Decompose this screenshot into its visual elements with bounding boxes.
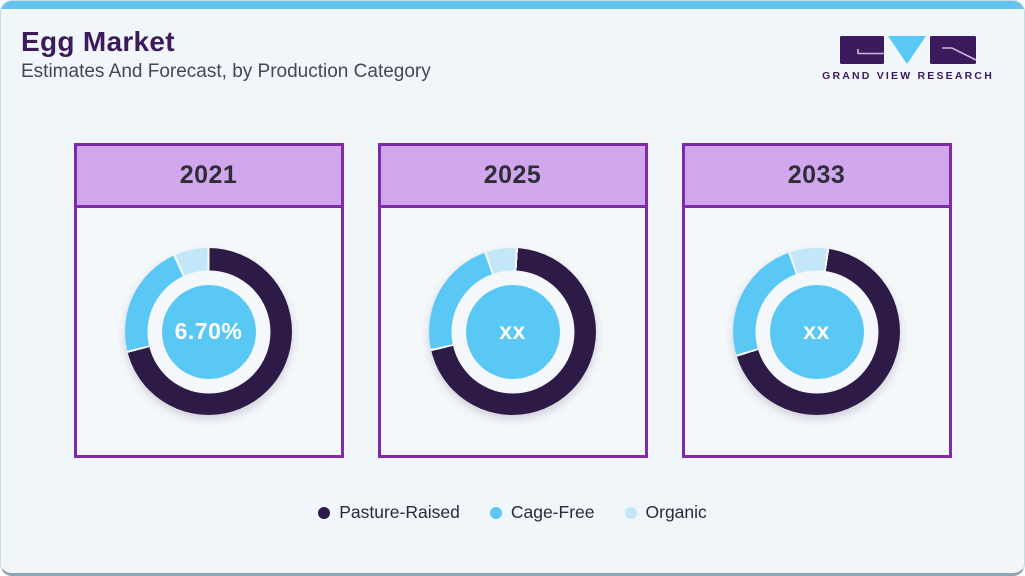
year-cards-row: 2021 6.70% 2025 xx 2033: [1, 143, 1024, 458]
legend: Pasture-Raised Cage-Free Organic: [1, 502, 1024, 523]
donut-center-value: 6.70%: [161, 284, 256, 379]
donut-chart-2021: 6.70%: [125, 248, 292, 415]
donut-center-value: xx: [465, 284, 560, 379]
year-card-body: 6.70%: [77, 208, 341, 455]
legend-item-pasture-raised: Pasture-Raised: [318, 502, 460, 523]
cage-free-dot-icon: [489, 506, 502, 519]
donut-chart-2025: xx: [429, 248, 596, 415]
year-label: 2033: [787, 161, 846, 189]
legend-item-organic: Organic: [624, 502, 707, 523]
legend-label: Pasture-Raised: [339, 502, 460, 522]
gvr-logo-icon: [840, 36, 977, 64]
legend-item-cage-free: Cage-Free: [489, 502, 595, 523]
year-card-body: xx: [381, 208, 645, 455]
page-title: Egg Market: [21, 26, 175, 57]
accent-top-strip: [1, 1, 1024, 9]
year-label: 2021: [179, 161, 238, 189]
pasture-raised-dot-icon: [318, 506, 331, 519]
year-card-2033: 2033 xx: [681, 143, 952, 458]
year-card-2021: 2021 6.70%: [73, 143, 344, 458]
year-card-header: 2025: [380, 146, 645, 208]
year-card-header: 2033: [684, 146, 949, 208]
title-block: Egg Market Estimates And Forecast, by Pr…: [21, 25, 431, 85]
legend-label: Cage-Free: [510, 502, 595, 522]
year-card-header: 2021: [76, 146, 341, 208]
header: Egg Market Estimates And Forecast, by Pr…: [1, 9, 1024, 85]
donut-chart-2033: xx: [733, 248, 900, 415]
year-label: 2025: [483, 161, 542, 189]
organic-dot-icon: [624, 506, 637, 519]
page-subtitle: Estimates And Forecast, by Production Ca…: [21, 61, 431, 82]
gvr-logo: GRAND VIEW RESEARCH: [822, 33, 994, 82]
year-card-2025: 2025 xx: [377, 143, 648, 458]
donut-center-value: xx: [769, 284, 864, 379]
year-card-body: xx: [685, 208, 949, 455]
legend-label: Organic: [645, 502, 707, 522]
gvr-logo-text: GRAND VIEW RESEARCH: [822, 70, 994, 82]
